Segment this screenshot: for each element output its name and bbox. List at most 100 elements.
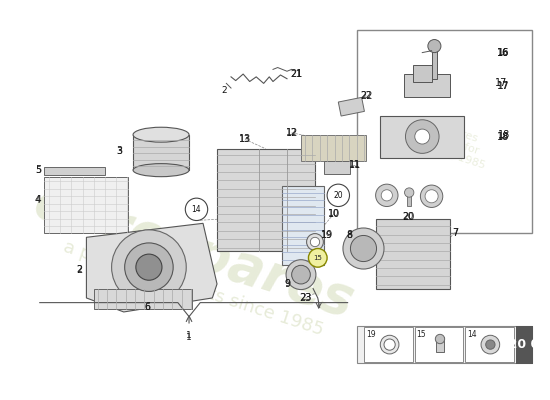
Circle shape xyxy=(327,184,349,206)
Bar xyxy=(365,327,413,362)
Ellipse shape xyxy=(133,164,189,177)
Text: 5: 5 xyxy=(35,165,41,175)
Circle shape xyxy=(125,243,173,292)
Circle shape xyxy=(415,129,430,144)
Circle shape xyxy=(112,230,186,304)
Text: 2: 2 xyxy=(222,86,227,95)
Text: 7: 7 xyxy=(452,228,458,238)
Circle shape xyxy=(292,265,310,284)
Circle shape xyxy=(384,339,395,350)
Bar xyxy=(376,219,450,289)
Bar xyxy=(94,289,192,309)
Text: 2: 2 xyxy=(76,265,82,275)
Bar xyxy=(404,74,450,97)
Circle shape xyxy=(343,228,384,269)
Text: 19: 19 xyxy=(366,330,376,339)
Text: 5: 5 xyxy=(35,166,41,175)
Text: 9: 9 xyxy=(284,280,290,288)
Bar xyxy=(465,327,514,362)
Text: 17: 17 xyxy=(498,82,509,91)
Circle shape xyxy=(136,254,162,280)
Polygon shape xyxy=(380,116,464,158)
Text: 12: 12 xyxy=(285,128,298,138)
Text: 11: 11 xyxy=(349,160,361,170)
Text: 20: 20 xyxy=(403,212,414,221)
Text: 18: 18 xyxy=(498,130,510,140)
Text: 10: 10 xyxy=(328,210,339,218)
Circle shape xyxy=(185,198,208,220)
Text: 1: 1 xyxy=(186,334,192,342)
Text: 19: 19 xyxy=(321,231,333,240)
Polygon shape xyxy=(86,223,217,312)
Text: 13: 13 xyxy=(239,134,251,144)
Text: 18: 18 xyxy=(498,132,509,141)
Text: 3: 3 xyxy=(116,147,122,156)
Text: 17: 17 xyxy=(496,78,508,88)
Text: 8: 8 xyxy=(346,231,353,240)
Bar xyxy=(515,326,534,364)
Text: 10: 10 xyxy=(327,209,340,219)
Text: 22: 22 xyxy=(361,91,372,100)
Circle shape xyxy=(310,237,320,247)
Circle shape xyxy=(405,188,414,197)
Circle shape xyxy=(376,184,398,206)
Text: 6: 6 xyxy=(144,303,150,312)
Circle shape xyxy=(350,236,377,262)
Text: 1: 1 xyxy=(186,331,192,340)
Bar xyxy=(133,135,189,170)
Text: 17: 17 xyxy=(497,81,510,91)
Bar xyxy=(45,177,128,233)
Text: 15: 15 xyxy=(314,255,322,261)
Bar xyxy=(282,186,324,265)
Circle shape xyxy=(425,190,438,203)
Text: 22: 22 xyxy=(360,90,372,100)
Text: 820 01: 820 01 xyxy=(500,338,548,351)
Polygon shape xyxy=(338,97,365,116)
Ellipse shape xyxy=(133,127,189,142)
Text: 16: 16 xyxy=(497,48,509,58)
Bar xyxy=(436,337,444,352)
Text: 21: 21 xyxy=(290,70,302,78)
Text: 15: 15 xyxy=(417,330,426,339)
Text: 11: 11 xyxy=(349,160,361,169)
Circle shape xyxy=(486,340,495,349)
Text: 20: 20 xyxy=(402,212,415,222)
Bar xyxy=(217,149,315,251)
Bar xyxy=(408,191,411,206)
Text: 14: 14 xyxy=(192,205,201,214)
Text: 21: 21 xyxy=(290,69,303,79)
Bar xyxy=(357,326,532,363)
Text: 2: 2 xyxy=(76,266,82,274)
Bar xyxy=(413,65,432,82)
Circle shape xyxy=(309,248,327,267)
Bar xyxy=(301,135,366,161)
Text: 12: 12 xyxy=(286,128,298,137)
Circle shape xyxy=(420,185,443,208)
Text: 9: 9 xyxy=(284,279,290,289)
Circle shape xyxy=(405,120,439,153)
Bar xyxy=(324,161,350,174)
Circle shape xyxy=(436,334,444,344)
Circle shape xyxy=(428,40,441,52)
Text: 4: 4 xyxy=(35,196,41,204)
Text: 23: 23 xyxy=(299,293,312,303)
Circle shape xyxy=(481,335,500,354)
Circle shape xyxy=(381,190,392,201)
Circle shape xyxy=(306,234,323,250)
Text: 6: 6 xyxy=(144,302,150,312)
Text: 7: 7 xyxy=(452,228,458,237)
Circle shape xyxy=(380,335,399,354)
Text: 19: 19 xyxy=(321,230,333,240)
Text: 4: 4 xyxy=(35,195,41,205)
Text: eurospares: eurospares xyxy=(27,175,360,328)
Circle shape xyxy=(286,260,316,290)
Bar xyxy=(415,327,463,362)
Bar xyxy=(45,167,105,175)
Text: a passion for parts since 1985: a passion for parts since 1985 xyxy=(61,238,326,339)
Text: 13: 13 xyxy=(239,135,251,144)
Text: 14: 14 xyxy=(467,330,477,339)
Text: 16: 16 xyxy=(498,48,509,57)
Text: 8: 8 xyxy=(346,230,353,240)
Text: 23: 23 xyxy=(300,294,311,302)
Bar xyxy=(357,30,532,233)
